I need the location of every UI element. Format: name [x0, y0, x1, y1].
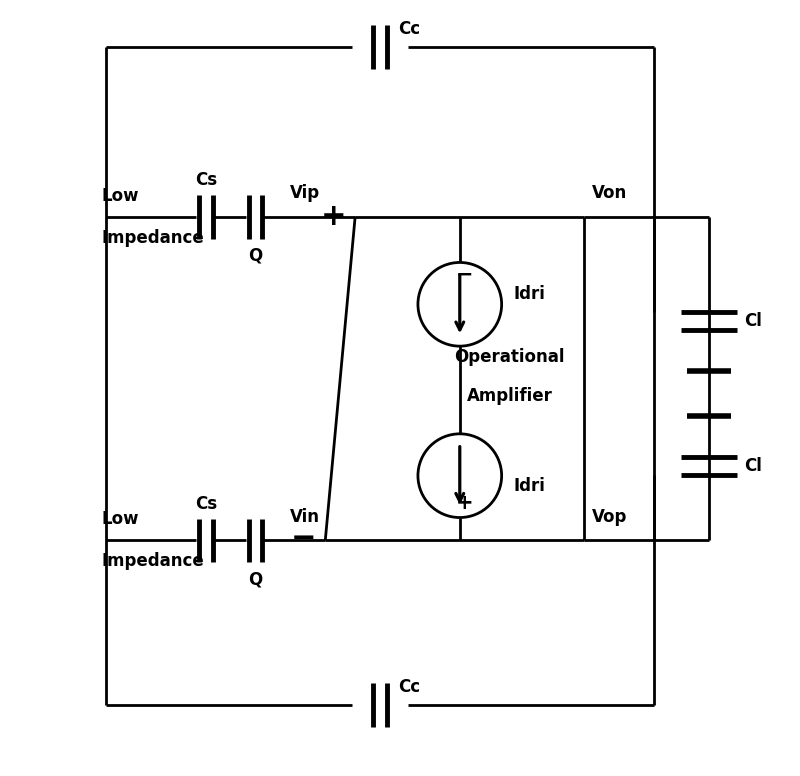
Text: Vip: Vip [290, 184, 321, 202]
Text: Idri: Idri [514, 476, 546, 494]
Text: −: − [290, 524, 316, 553]
Text: +: + [456, 493, 474, 513]
Text: Cs: Cs [194, 171, 217, 189]
Text: Cl: Cl [744, 457, 762, 475]
Text: Cc: Cc [398, 20, 420, 38]
Text: Cl: Cl [744, 312, 762, 331]
Text: Impedance: Impedance [101, 229, 204, 247]
Text: Cs: Cs [194, 494, 217, 513]
Text: +: + [321, 202, 346, 231]
Text: Cc: Cc [398, 678, 420, 696]
Text: Q: Q [248, 570, 262, 588]
Text: Vin: Vin [290, 508, 320, 525]
Text: Operational: Operational [454, 348, 565, 365]
Text: Vop: Vop [592, 508, 628, 525]
Text: Low: Low [101, 511, 138, 528]
Text: Impedance: Impedance [101, 553, 204, 570]
Text: Amplifier: Amplifier [466, 387, 553, 406]
Text: Idri: Idri [514, 286, 546, 303]
Text: −: − [456, 265, 474, 285]
Text: Q: Q [248, 247, 262, 265]
Text: Von: Von [592, 184, 627, 202]
Text: Low: Low [101, 187, 138, 205]
